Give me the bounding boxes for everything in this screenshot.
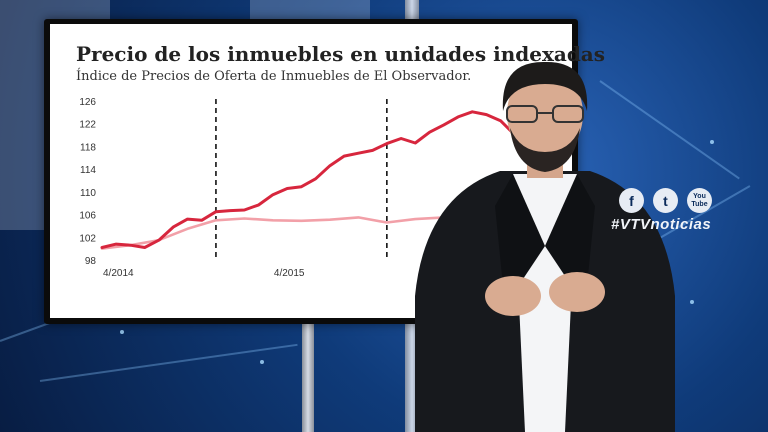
- y-tick-label: 110: [80, 188, 96, 199]
- chart-subtitle: Índice de Precios de Oferta de Inmuebles…: [76, 69, 472, 84]
- chart-title: Precio de los inmuebles en unidades inde…: [76, 42, 606, 66]
- presenter-beard: [510, 128, 580, 172]
- network-node: [690, 300, 694, 304]
- facebook-icon: f: [619, 188, 644, 213]
- presenter-left-hand: [485, 276, 541, 316]
- hashtag-label: #VTVnoticias: [611, 216, 712, 233]
- network-node: [120, 330, 124, 334]
- y-tick-label: 122: [79, 120, 96, 131]
- presenter-lapel: [495, 174, 545, 306]
- social-overlay: f t You Tube #VTVnoticias: [611, 188, 735, 243]
- x-tick-label: 4/2014: [103, 268, 134, 279]
- network-line: [39, 343, 298, 382]
- series-line: [100, 110, 572, 249]
- network-node: [260, 360, 264, 364]
- y-tick-label: 114: [80, 165, 96, 176]
- background-panel: [250, 0, 370, 22]
- tv-stand-leg: [302, 318, 314, 432]
- y-tick-label: 102: [79, 233, 96, 244]
- x-tick-label: 4/2015: [274, 268, 305, 279]
- y-tick-label: 118: [80, 142, 96, 153]
- y-tick-label: 98: [85, 256, 97, 267]
- presenter-hair: [502, 61, 588, 111]
- youtube-icon: You Tube: [687, 188, 712, 213]
- y-tick-label: 126: [79, 97, 96, 108]
- twitter-icon: t: [653, 188, 678, 213]
- presenter-right-hand: [549, 272, 605, 312]
- presenter: [415, 61, 675, 432]
- network-node: [710, 140, 714, 144]
- y-tick-label: 106: [79, 211, 96, 222]
